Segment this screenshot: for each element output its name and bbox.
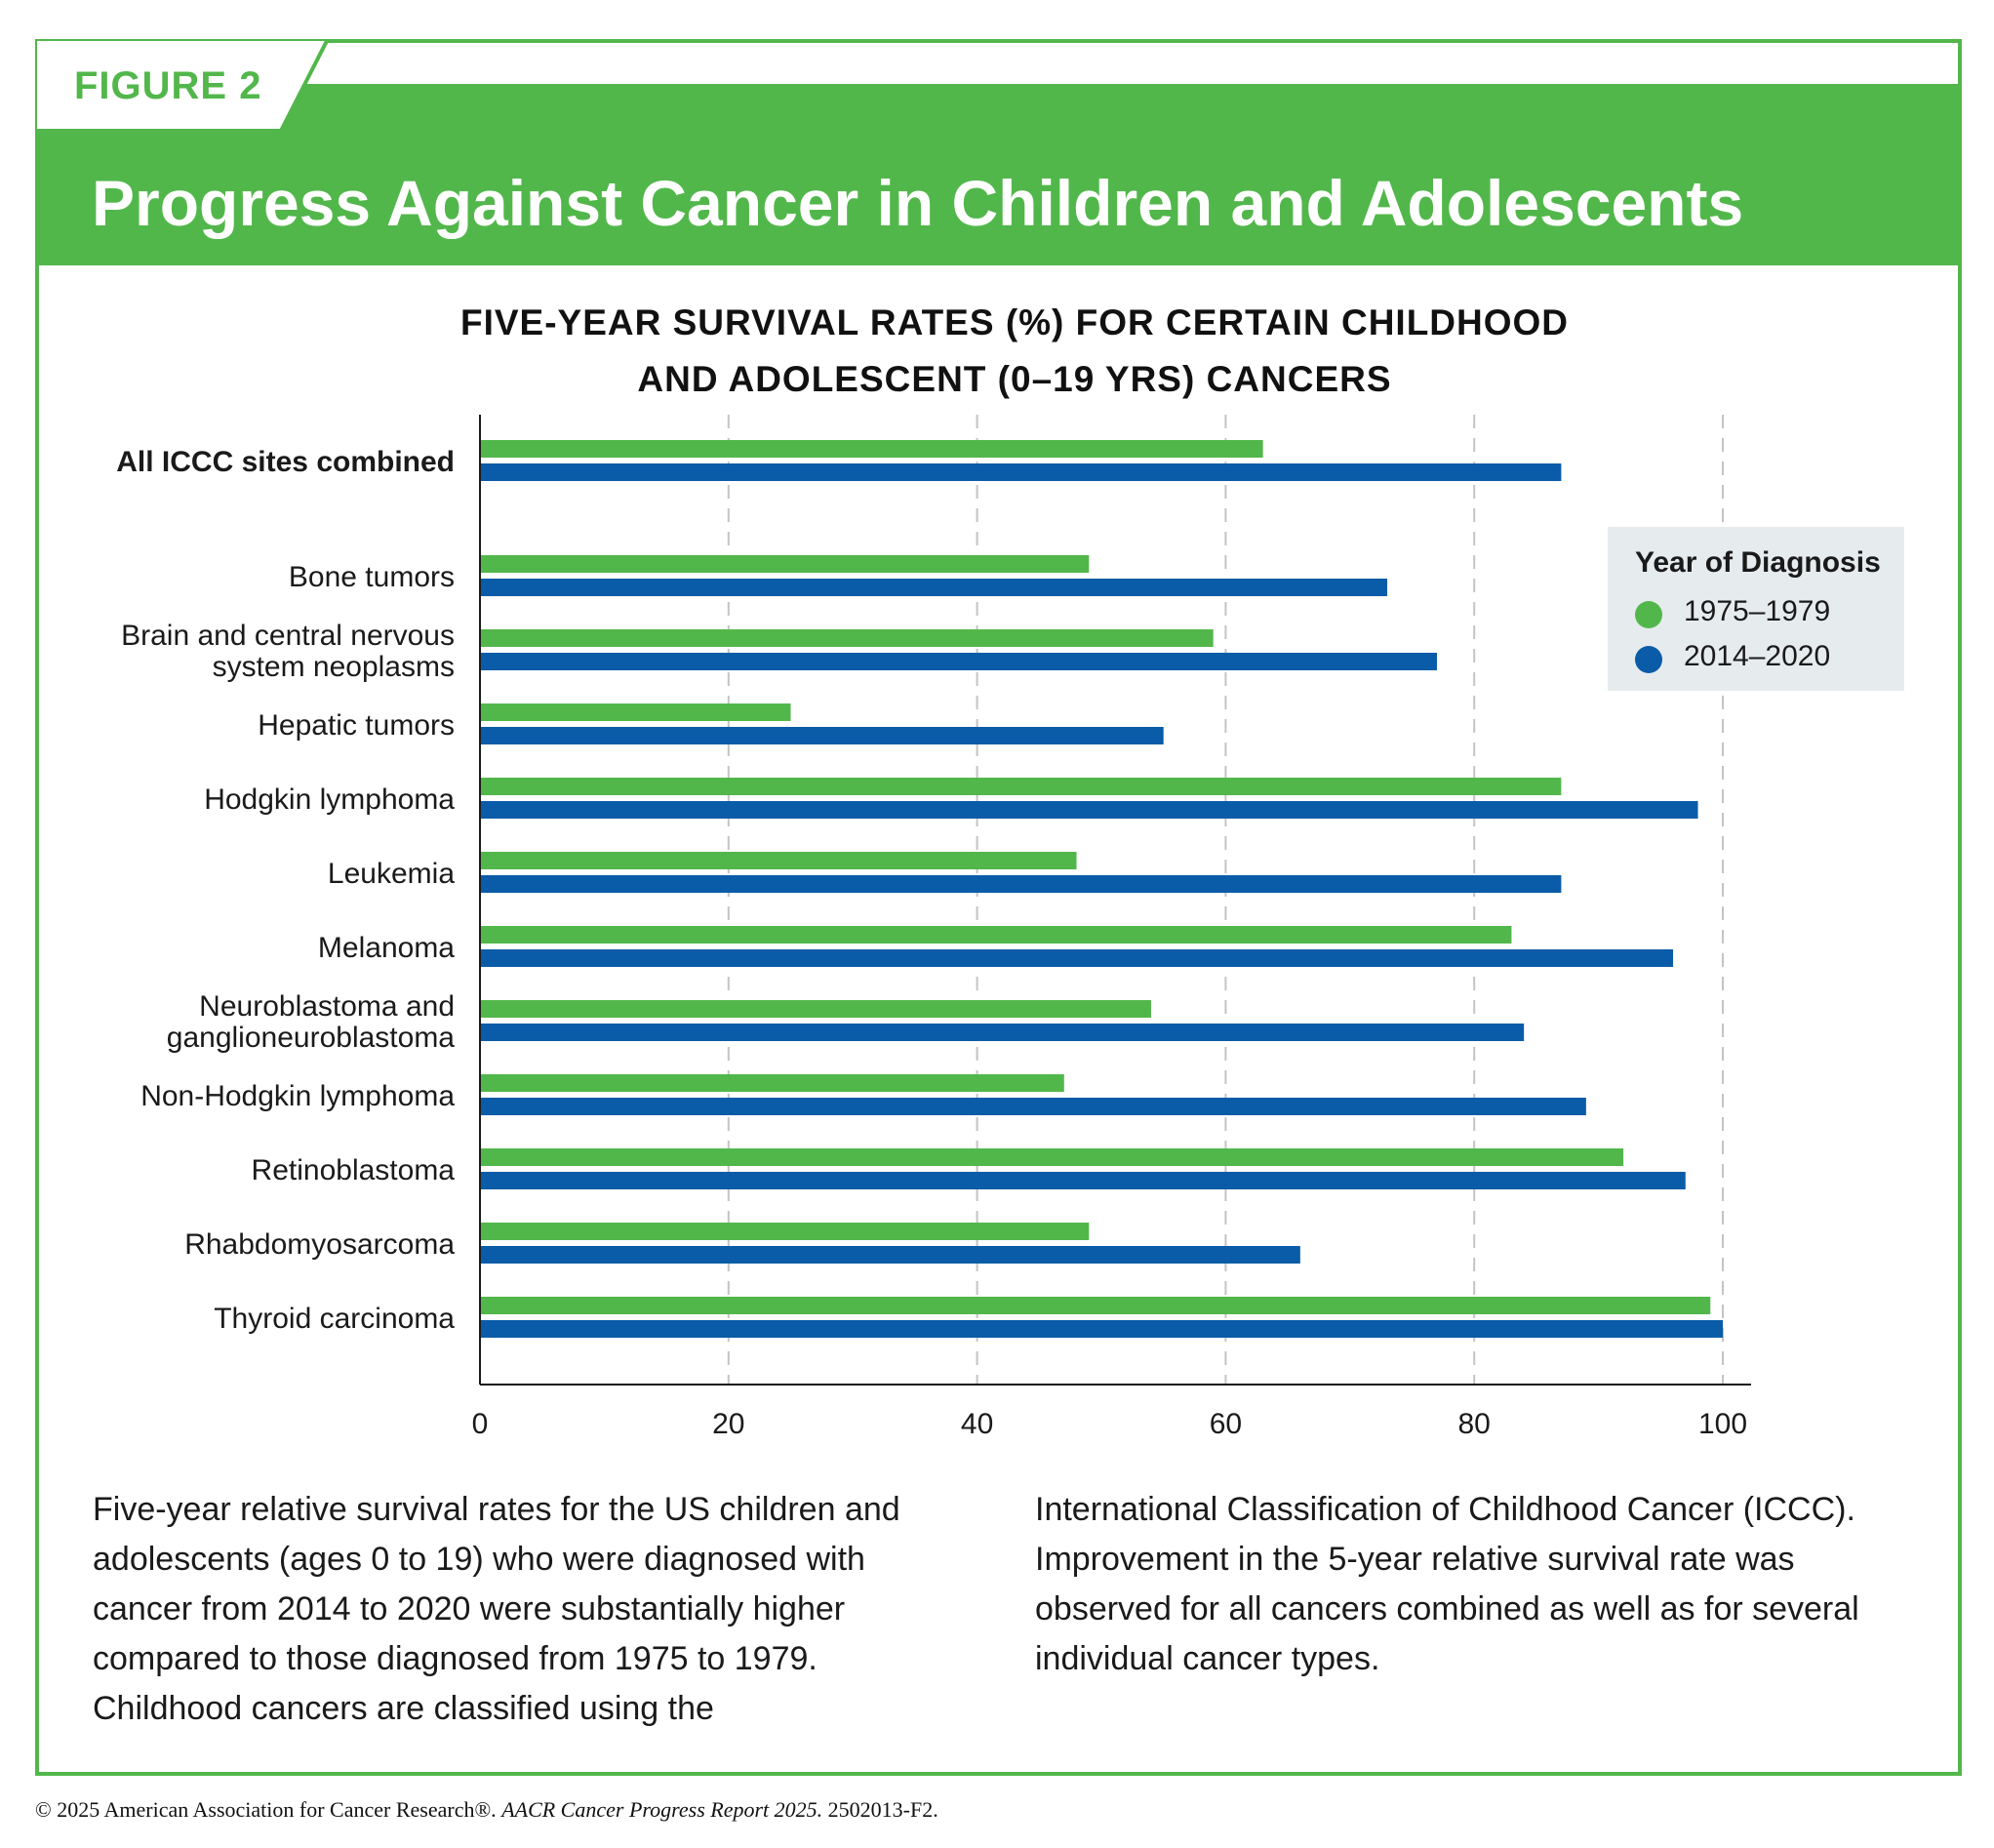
category-label: Bone tumors <box>289 561 455 593</box>
legend-label: 2014–2020 <box>1684 640 1831 672</box>
bar-1975-1979 <box>480 440 1263 458</box>
bar-1975-1979 <box>480 1223 1090 1240</box>
category-label: ganglioneuroblastoma <box>167 1022 456 1054</box>
category-label: Non-Hodgkin lymphoma <box>140 1080 455 1112</box>
legend: Year of Diagnosis 1975–1979 2014–2020 <box>1608 527 1904 691</box>
category-label: system neoplasms <box>213 651 455 683</box>
copyright-suffix: 2502013-F2. <box>822 1797 938 1822</box>
bar-2014-2020 <box>480 1320 1723 1338</box>
x-tick-label: 0 <box>472 1408 489 1440</box>
x-tick-label: 100 <box>1698 1408 1747 1440</box>
legend-dot-green <box>1635 601 1662 628</box>
bar-2014-2020 <box>480 875 1562 893</box>
legend-label: 1975–1979 <box>1684 595 1831 627</box>
category-label: Brain and central nervous <box>121 620 455 652</box>
bar-1975-1979 <box>480 1074 1064 1092</box>
category-label: Retinoblastoma <box>252 1154 456 1186</box>
figure-tab-shape <box>35 39 328 131</box>
figure-tab: FIGURE 2 <box>35 39 328 131</box>
bar-1975-1979 <box>480 629 1214 647</box>
bar-1975-1979 <box>480 778 1562 795</box>
bar-chart: 0 20 40 60 80 100 All ICCC sites combined Bone … <box>116 415 1751 1440</box>
bar-2014-2020 <box>480 1172 1686 1189</box>
bar-2014-2020 <box>480 949 1674 967</box>
chart-title-line: FIVE-YEAR SURVIVAL RATES (%) FOR CERTAIN… <box>459 302 1570 342</box>
bar-1975-1979 <box>480 1148 1624 1166</box>
category-label: Thyroid carcinoma <box>214 1303 455 1335</box>
x-tick-label: 60 <box>1210 1408 1242 1440</box>
bar-1975-1979 <box>480 1297 1711 1314</box>
x-tick-label: 40 <box>961 1408 993 1440</box>
bar-1975-1979 <box>480 1000 1151 1018</box>
category-label: Neuroblastoma and <box>199 990 455 1023</box>
copyright-prefix: © 2025 American Association for Cancer R… <box>35 1797 502 1822</box>
bar-1975-1979 <box>480 703 791 721</box>
category-label: Melanoma <box>318 932 455 964</box>
chart-title: FIVE-YEAR SURVIVAL RATES (%) FOR CERTAIN… <box>195 295 1834 408</box>
category-label: Rhabdomyosarcoma <box>184 1228 455 1261</box>
legend-title: Year of Diagnosis <box>1635 546 1881 579</box>
main-title: Progress Against Cancer in Children and … <box>92 167 1744 239</box>
bar-1975-1979 <box>480 555 1090 573</box>
bar-1975-1979 <box>480 852 1077 869</box>
bar-2014-2020 <box>480 727 1164 744</box>
bar-2014-2020 <box>480 653 1437 670</box>
title-band: Progress Against Cancer in Children and … <box>35 84 1962 265</box>
bar-2014-2020 <box>480 579 1388 596</box>
bar-2014-2020 <box>480 463 1562 481</box>
figure-label: FIGURE 2 <box>74 64 262 107</box>
category-label: All ICCC sites combined <box>116 446 455 478</box>
x-tick-label: 80 <box>1458 1408 1491 1440</box>
figure-frame <box>35 39 1962 1776</box>
legend-dot-blue <box>1635 646 1662 673</box>
copyright-report: AACR Cancer Progress Report 2025. <box>501 1797 823 1822</box>
bar-2014-2020 <box>480 1024 1525 1041</box>
caption-left: Five-year relative survival rates for th… <box>93 1491 900 1727</box>
category-label: Hepatic tumors <box>258 709 455 742</box>
bar-1975-1979 <box>480 926 1512 944</box>
x-tick-label: 20 <box>712 1408 744 1440</box>
caption-right: International Classification of Childhoo… <box>1035 1491 1859 1677</box>
bar-2014-2020 <box>480 1098 1586 1115</box>
bar-2014-2020 <box>480 1246 1300 1264</box>
bar-2014-2020 <box>480 801 1698 819</box>
category-label: Hodgkin lymphoma <box>204 783 455 816</box>
chart-title-line: AND ADOLESCENT (0–19 YRS) CANCERS <box>637 359 1392 399</box>
category-label: Leukemia <box>328 858 455 890</box>
copyright: © 2025 American Association for Cancer R… <box>35 1797 938 1823</box>
